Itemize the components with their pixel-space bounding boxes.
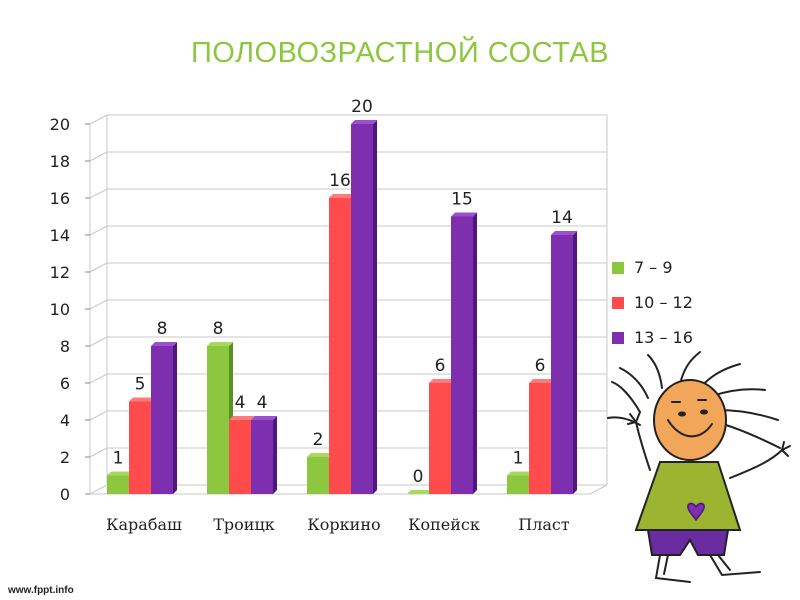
- cartoon-girl-illustration: [607, 351, 791, 583]
- legend-label: 10 – 12: [634, 293, 693, 312]
- y-tick-label: 10: [50, 300, 70, 319]
- grid-line-diagonal: [89, 373, 108, 384]
- data-label: 5: [135, 375, 146, 395]
- bar: [329, 198, 351, 494]
- bar: [429, 383, 451, 494]
- bar-top: [529, 379, 555, 383]
- bar: [129, 401, 151, 494]
- x-tick-label: Пласт: [518, 515, 570, 534]
- y-tick-label: 20: [50, 115, 70, 134]
- y-tick-label: 12: [50, 263, 70, 282]
- bar-top: [507, 471, 533, 476]
- legend-swatch: [612, 297, 624, 309]
- x-tick-label: Коркино: [307, 515, 380, 534]
- grid-line-diagonal: [89, 188, 108, 199]
- floor-right-edge: [589, 484, 608, 495]
- grid-line-diagonal: [89, 114, 108, 125]
- bar-top: [107, 471, 133, 476]
- legend-swatch: [612, 262, 624, 274]
- grid-line-diagonal: [89, 225, 108, 236]
- bar-top: [129, 397, 155, 402]
- data-label: 4: [235, 393, 246, 413]
- legend-swatch: [612, 332, 624, 344]
- data-label: 2: [313, 430, 324, 450]
- bar: [107, 475, 129, 494]
- data-label: 0: [413, 467, 424, 487]
- bar-top: [451, 212, 477, 217]
- data-label: 14: [551, 208, 573, 228]
- y-tick-label: 18: [50, 152, 70, 171]
- bar: [307, 457, 329, 494]
- y-tick-label: 8: [60, 337, 70, 356]
- bar-top: [351, 120, 377, 124]
- legend-label: 13 – 16: [634, 328, 693, 347]
- bar-side: [273, 416, 277, 494]
- bar-top: [151, 342, 177, 346]
- grid-line-diagonal: [89, 484, 108, 495]
- bar: [229, 420, 251, 494]
- grid-line-diagonal: [89, 262, 108, 273]
- bar: [151, 346, 173, 494]
- bar-top: [429, 379, 455, 383]
- bar-side: [373, 120, 377, 494]
- y-tick-label: 2: [60, 448, 70, 467]
- grid-line-diagonal: [89, 151, 108, 162]
- footer-url: www.fppt.info: [8, 585, 74, 596]
- data-label: 15: [451, 190, 473, 210]
- data-label: 8: [213, 319, 224, 339]
- bar: [551, 235, 573, 494]
- data-label: 4: [257, 393, 268, 413]
- data-label: 8: [157, 319, 168, 339]
- data-label: 1: [513, 449, 524, 469]
- bar-side: [473, 212, 477, 494]
- data-label: 6: [435, 356, 446, 376]
- chart-title: ПОЛОВОЗРАСТНОЙ СОСТАВ: [191, 35, 609, 69]
- bar: [207, 346, 229, 494]
- grid-line-diagonal: [89, 336, 108, 347]
- bar: [529, 383, 551, 494]
- bar: [251, 420, 273, 494]
- y-tick-label: 0: [60, 485, 70, 504]
- bar-top: [329, 194, 355, 198]
- bar-top: [207, 342, 233, 346]
- chart-legend: 7 – 9 10 – 12 13 – 16: [612, 258, 693, 347]
- bar-top: [407, 490, 433, 494]
- bar-top: [551, 231, 577, 235]
- data-label: 6: [535, 356, 546, 376]
- x-tick-label: Копейск: [408, 515, 480, 534]
- data-label: 16: [329, 171, 351, 191]
- bar: [451, 216, 473, 494]
- x-axis-labels: Карабаш Троицк Коркино Копейск Пласт: [106, 515, 570, 534]
- grid-line-diagonal: [89, 447, 108, 458]
- data-label: 1: [113, 449, 124, 469]
- bar: [507, 475, 529, 494]
- y-tick-label: 14: [50, 226, 70, 245]
- x-tick-label: Карабаш: [106, 515, 182, 534]
- y-axis: 0 2 4 6 8 10 12 14 16 18 20: [50, 115, 90, 504]
- x-tick-label: Троицк: [213, 515, 275, 534]
- grid-line-diagonal: [89, 299, 108, 310]
- bars: [107, 120, 577, 494]
- bar-top: [251, 416, 277, 420]
- legend-label: 7 – 9: [634, 258, 673, 277]
- y-tick-label: 4: [60, 411, 70, 430]
- bar: [351, 124, 373, 494]
- bar-top: [307, 453, 333, 457]
- grid-line-diagonal: [89, 410, 108, 421]
- bar-top: [229, 416, 255, 420]
- y-tick-label: 6: [60, 374, 70, 393]
- bar-side: [173, 342, 177, 494]
- data-label: 20: [351, 97, 373, 117]
- y-tick-label: 16: [50, 189, 70, 208]
- bar-side: [573, 231, 577, 494]
